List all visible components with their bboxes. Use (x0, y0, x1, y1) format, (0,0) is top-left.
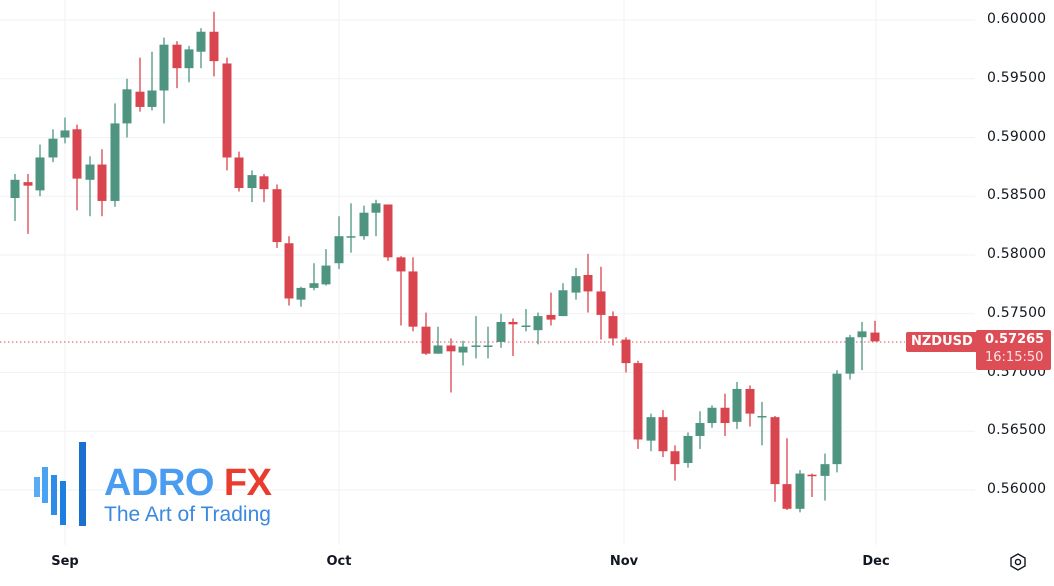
chart-grid (0, 0, 975, 545)
candle (732, 381, 742, 429)
candle (608, 311, 618, 346)
candle (408, 257, 418, 332)
price-tick-label: 0.59500 (987, 69, 1047, 86)
candle (10, 173, 20, 221)
candle (272, 184, 282, 248)
adrofx-logo: ADRO FX The Art of Trading (34, 441, 294, 529)
candle (633, 360, 643, 449)
candle (496, 313, 506, 348)
candle (546, 292, 556, 326)
candle (383, 204, 393, 261)
candle (110, 103, 120, 207)
price-tick-label: 0.58500 (987, 187, 1047, 204)
price-tick-label: 0.56500 (987, 422, 1047, 439)
gear-icon[interactable] (1009, 553, 1027, 571)
price-tick-label: 0.58000 (987, 246, 1047, 262)
time-tick-label: Dec (862, 554, 890, 569)
logo-wordmark: ADRO FX (104, 462, 272, 504)
last-price-label: 0.57265 16:15:50 (976, 330, 1051, 370)
candle (247, 170, 257, 203)
candle (97, 149, 107, 217)
candle (85, 156, 95, 217)
candle (483, 326, 493, 359)
candle (184, 45, 194, 83)
candle (359, 205, 369, 240)
logo-tagline: The Art of Trading (104, 503, 271, 526)
candle (371, 199, 381, 237)
candle (433, 326, 443, 354)
candle (446, 338, 456, 393)
price-tick-label: 0.59000 (987, 128, 1047, 145)
candle (820, 453, 830, 501)
candle (135, 57, 145, 112)
candle (583, 253, 593, 313)
candle (147, 51, 157, 111)
candle (670, 445, 680, 481)
candle (621, 337, 631, 373)
candle (196, 28, 206, 69)
candle (596, 266, 606, 340)
price-tick-label: 0.56000 (987, 481, 1047, 497)
time-tick-label: Oct (326, 554, 352, 569)
candle (508, 318, 518, 357)
candle (646, 413, 656, 452)
candle (222, 57, 232, 171)
candle (122, 78, 132, 138)
candle (795, 470, 805, 513)
candle (72, 124, 82, 211)
candles (10, 11, 880, 513)
candle (770, 415, 780, 502)
candle (35, 144, 45, 197)
candle (259, 173, 269, 203)
candle (396, 256, 406, 326)
candle (521, 309, 531, 332)
candle (346, 203, 356, 253)
candle (558, 283, 568, 317)
candle (571, 267, 581, 300)
candle (782, 438, 792, 510)
logo-bars-icon (34, 442, 86, 526)
candle (172, 41, 182, 89)
candle (309, 263, 319, 291)
time-tick-label: Nov (609, 554, 639, 569)
candle (720, 393, 730, 436)
price-tick-label: 0.57500 (987, 304, 1047, 321)
candle (695, 411, 705, 449)
candle (857, 321, 867, 371)
candle (870, 320, 880, 342)
candle (658, 410, 668, 458)
candle (845, 334, 855, 380)
last-price-value: 0.57265 (985, 332, 1045, 347)
candle (757, 401, 767, 446)
candle (471, 316, 481, 359)
candle (707, 405, 717, 428)
candle (832, 370, 842, 473)
symbol-label: NZDUSD (906, 332, 978, 352)
candle (234, 151, 244, 192)
price-tick-label: 0.60000 (987, 11, 1047, 27)
candle (533, 312, 543, 345)
candle (683, 432, 693, 468)
candle (23, 173, 33, 234)
candle (421, 312, 431, 355)
candle (60, 117, 70, 144)
candle (209, 11, 219, 77)
candle (745, 385, 755, 427)
candle (296, 286, 306, 307)
candle (48, 129, 58, 163)
candle (334, 216, 344, 270)
candle (321, 249, 331, 286)
bar-countdown: 16:15:50 (985, 350, 1044, 365)
candle (284, 236, 294, 306)
candle (159, 37, 169, 124)
candle (807, 473, 817, 498)
candle (458, 340, 468, 366)
time-tick-label: Sep (51, 554, 79, 569)
